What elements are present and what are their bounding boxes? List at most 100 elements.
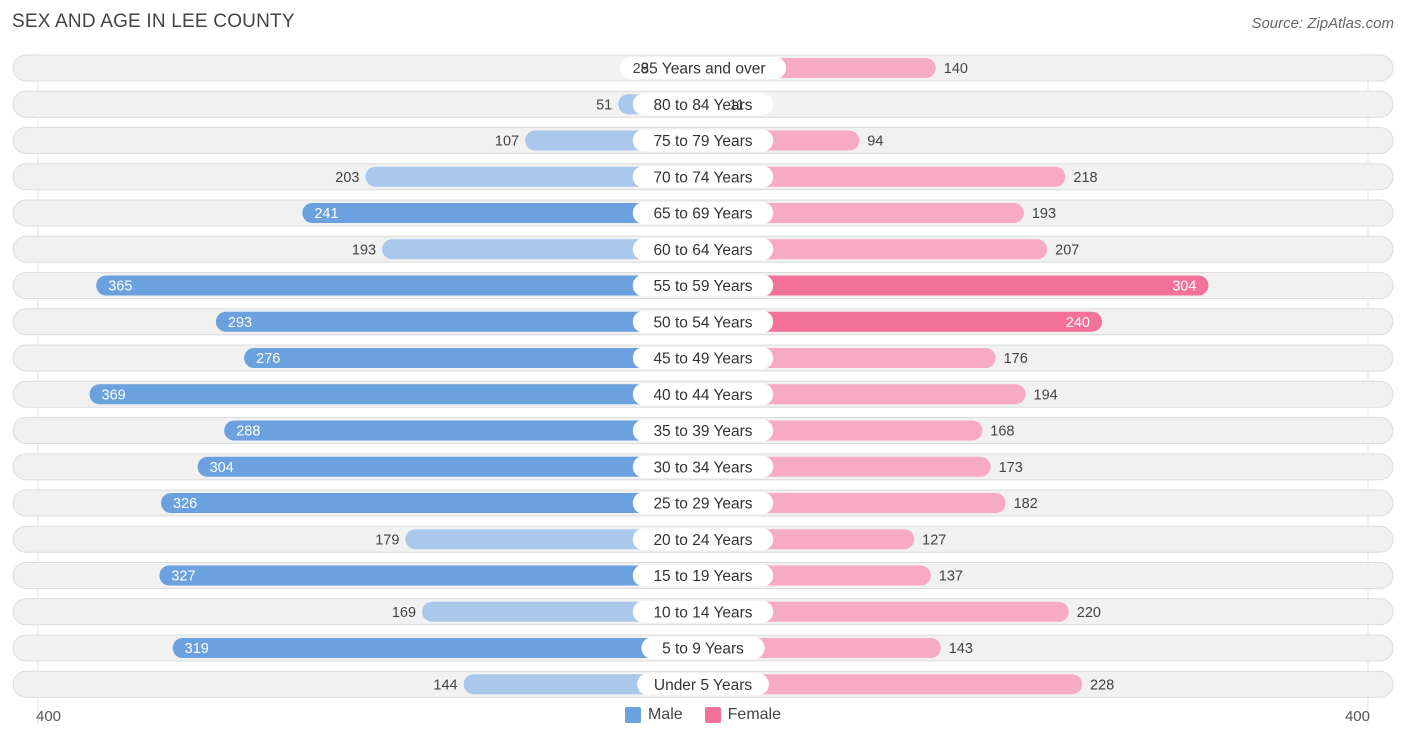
value-label-female: 240 — [1066, 315, 1090, 331]
category-label: 65 to 69 Years — [653, 206, 752, 223]
value-label-male: 144 — [433, 677, 457, 693]
bar-male — [365, 166, 703, 187]
category-label-bg — [632, 492, 774, 514]
category-label-bg — [632, 347, 774, 369]
legend-swatch-female — [704, 707, 721, 723]
value-label-female: 218 — [1073, 170, 1097, 186]
category-label: 20 to 24 Years — [653, 532, 752, 549]
bar-female — [703, 493, 1006, 513]
bar-male — [215, 311, 703, 332]
value-label-male: 288 — [236, 424, 260, 440]
legend-item-female[interactable]: Female — [704, 706, 782, 724]
axis-left-label: 400 — [36, 708, 62, 725]
bar-male — [161, 493, 703, 513]
bar-male — [422, 601, 703, 622]
bar-female — [703, 203, 1024, 223]
value-label-female: 193 — [1032, 206, 1056, 222]
category-label: 40 to 44 Years — [653, 387, 752, 404]
value-label-female: 94 — [867, 134, 883, 150]
category-label: 10 to 14 Years — [653, 604, 752, 621]
category-label-bg — [632, 202, 774, 224]
value-label-male: 293 — [228, 315, 252, 331]
value-label-male: 326 — [173, 496, 197, 512]
chart-title: SEX AND AGE IN LEE COUNTY — [12, 11, 295, 32]
value-label-female: 11 — [729, 97, 744, 113]
category-label-bg — [632, 274, 774, 297]
category-label: 30 to 34 Years — [653, 459, 752, 476]
bar-female — [703, 420, 983, 441]
category-label-bg — [632, 564, 774, 587]
bar-male — [302, 203, 703, 223]
category-label: 55 to 59 Years — [653, 278, 752, 295]
value-label-male: 319 — [185, 641, 209, 657]
value-label-female: 207 — [1055, 242, 1079, 258]
bar-male — [172, 638, 704, 658]
bar-male — [159, 565, 704, 586]
value-label-male: 276 — [256, 351, 280, 367]
bar-male — [224, 420, 703, 441]
bar-female — [703, 348, 996, 368]
value-label-male: 365 — [108, 279, 132, 295]
value-label-male: 327 — [171, 569, 195, 585]
category-label: 25 to 29 Years — [653, 496, 752, 513]
legend-item-male[interactable]: Male — [624, 706, 683, 724]
value-label-male: 203 — [335, 170, 359, 186]
category-label: 45 to 49 Years — [653, 351, 752, 368]
bar-male — [244, 348, 703, 368]
bar-female — [703, 239, 1048, 260]
bar-male — [197, 456, 703, 477]
bar-male — [89, 384, 704, 405]
value-label-female: 220 — [1077, 605, 1101, 621]
category-label-bg — [632, 129, 774, 152]
value-label-male: 29 — [633, 61, 649, 77]
value-label-male: 51 — [596, 97, 612, 113]
bar-female — [703, 275, 1209, 296]
category-label: 80 to 84 Years — [653, 97, 752, 114]
category-label-bg — [632, 93, 774, 116]
category-label-bg — [637, 673, 769, 696]
value-label-female: 127 — [922, 532, 946, 548]
value-label-female: 228 — [1090, 677, 1114, 693]
value-label-male: 179 — [375, 532, 399, 548]
category-label-bg — [632, 383, 774, 406]
value-label-female: 182 — [1014, 496, 1038, 512]
value-label-female: 168 — [990, 424, 1014, 440]
bar-female — [703, 384, 1026, 405]
category-label-bg — [632, 600, 774, 623]
source-note: Source: ZipAtlas.com — [1251, 15, 1394, 32]
bar-female — [703, 166, 1066, 187]
category-label: Under 5 Years — [654, 677, 752, 694]
category-label: 60 to 64 Years — [653, 242, 752, 259]
value-label-female: 143 — [949, 641, 973, 657]
category-label-bg — [632, 310, 774, 333]
legend-label-female: Female — [727, 706, 782, 723]
value-label-female: 176 — [1004, 351, 1028, 367]
category-label-bg — [632, 238, 774, 261]
bar-female — [703, 456, 991, 477]
bar-male — [382, 239, 703, 260]
value-label-female: 173 — [999, 460, 1023, 476]
axis-right-label: 400 — [1344, 708, 1370, 725]
bar-male — [405, 529, 703, 550]
value-label-female: 140 — [944, 61, 968, 77]
legend-swatch-male — [624, 707, 641, 723]
category-label: 15 to 19 Years — [653, 568, 752, 585]
bar-female — [703, 311, 1102, 332]
category-label: 5 to 9 Years — [662, 641, 744, 658]
value-label-female: 304 — [1172, 279, 1196, 295]
value-label-male: 304 — [210, 460, 234, 476]
category-label: 75 to 79 Years — [653, 133, 752, 150]
category-label: 85 Years and over — [641, 61, 766, 78]
value-label-male: 241 — [314, 206, 338, 222]
value-label-female: 137 — [939, 569, 963, 585]
value-label-male: 369 — [102, 387, 126, 403]
value-label-female: 194 — [1034, 387, 1058, 403]
value-label-male: 107 — [495, 134, 519, 150]
category-label-bg — [641, 637, 765, 659]
legend: Male Female — [0, 706, 1406, 724]
category-label: 35 to 39 Years — [653, 423, 752, 440]
bar-female — [703, 601, 1069, 622]
bar-female — [703, 674, 1083, 695]
value-label-male: 169 — [392, 605, 416, 621]
